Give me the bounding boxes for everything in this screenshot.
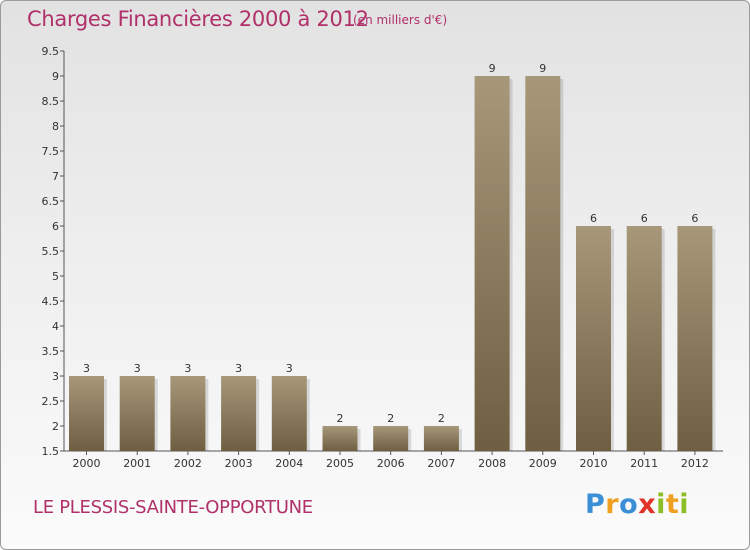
logo-letter: P [585, 489, 606, 520]
x-tick-label: 2002 [174, 457, 202, 470]
logo-letter: i [656, 489, 666, 520]
y-tick-label: 7 [52, 170, 59, 183]
data-label: 6 [691, 212, 698, 225]
bar [525, 76, 561, 451]
bar [576, 226, 611, 451]
data-label: 2 [438, 412, 445, 425]
x-tick-label: 2005 [326, 457, 354, 470]
logo-letter: i [679, 489, 690, 520]
y-tick-label: 8 [52, 120, 59, 133]
y-tick-label: 8.5 [42, 95, 60, 108]
bar [626, 226, 662, 451]
x-tick-label: 2000 [73, 457, 101, 470]
bar [271, 376, 307, 451]
x-tick-label: 2009 [529, 457, 557, 470]
data-label: 3 [134, 362, 141, 375]
y-tick-label: 2 [52, 420, 59, 433]
bar [69, 376, 104, 451]
y-tick-label: 2.5 [42, 395, 60, 408]
bars [69, 76, 716, 451]
y-tick-label: 9 [52, 70, 59, 83]
data-label: 3 [286, 362, 293, 375]
y-tick-label: 9.5 [42, 45, 60, 58]
x-tick-label: 2006 [377, 457, 405, 470]
data-label: 2 [387, 412, 394, 425]
y-tick-label: 5 [52, 270, 59, 283]
logo-letter: x [638, 489, 657, 520]
logo-letter: t [665, 489, 680, 520]
bar [170, 376, 206, 451]
bar [221, 376, 257, 451]
x-tick-label: 2001 [123, 457, 151, 470]
x-tick-label: 2011 [630, 457, 658, 470]
y-tick-label: 6 [52, 220, 59, 233]
bar [423, 426, 459, 451]
x-tick-label: 2008 [478, 457, 506, 470]
chart-subtitle: (en milliers d'€) [353, 13, 448, 27]
bar [677, 226, 713, 451]
x-tick-label: 2010 [580, 457, 608, 470]
x-tick-label: 2004 [275, 457, 303, 470]
y-tick-label: 3.5 [42, 345, 60, 358]
data-label: 2 [337, 412, 344, 425]
logo-letter: o [619, 489, 639, 520]
data-label: 3 [184, 362, 191, 375]
place-name: LE PLESSIS-SAINTE-OPPORTUNE [33, 497, 313, 518]
y-tick-label: 3 [52, 370, 59, 383]
proxiti-logo[interactable]: Proxiti [585, 489, 689, 520]
bar [119, 376, 155, 451]
bar [322, 426, 358, 451]
x-tick-label: 2012 [681, 457, 709, 470]
y-tick-label: 4 [52, 320, 59, 333]
y-tick-label: 4.5 [42, 295, 60, 308]
y-tick-label: 5.5 [42, 245, 60, 258]
y-tick-label: 6.5 [42, 195, 60, 208]
chart-title: Charges Financières 2000 à 2012 [27, 7, 369, 31]
data-label: 3 [83, 362, 90, 375]
bar [474, 76, 510, 451]
y-tick-label: 1.5 [42, 445, 60, 458]
labels: 2000 3 2001 3 2002 3 2003 3 2004 3 2005 2 2006 2 2007 2… [73, 62, 709, 470]
data-label: 6 [590, 212, 597, 225]
data-label: 9 [539, 62, 546, 75]
data-label: 9 [489, 62, 496, 75]
bar [373, 426, 409, 451]
x-tick-label: 2007 [427, 457, 455, 470]
logo-letter: r [605, 489, 620, 520]
data-label: 6 [641, 212, 648, 225]
data-label: 3 [235, 362, 242, 375]
x-tick-label: 2003 [225, 457, 253, 470]
y-tick-label: 7.5 [42, 145, 60, 158]
